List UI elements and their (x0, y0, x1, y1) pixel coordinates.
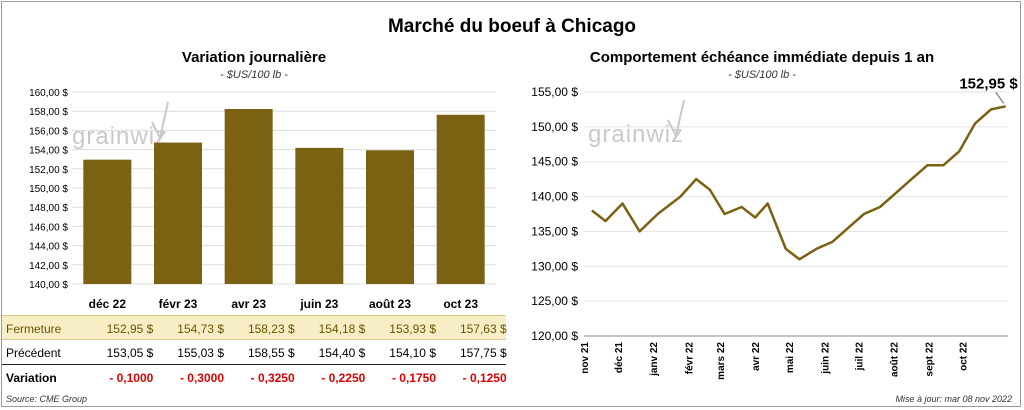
bar-5 (436, 114, 485, 284)
table-row-label: Variation (6, 371, 57, 385)
bar-ytick-label: 158,00 $ (29, 107, 68, 118)
line-ytick-label: 120,00 $ (531, 329, 578, 343)
watermark-check-icon (151, 101, 169, 141)
bar-ytick-label: 152,00 $ (29, 165, 68, 176)
bar-category-label: févr 23 (159, 297, 198, 311)
bar-chart: 140,00 $ 142,00 $ 144,00 $ 146,00 $ 148,00 $… (29, 88, 496, 311)
table-cell: 154,40 $ (318, 346, 366, 360)
table-cell: 157,75 $ (459, 346, 507, 360)
bar-category-label: déc 22 (89, 297, 127, 311)
bar-category-label: juin 23 (299, 297, 338, 311)
bar-ytick-label: 148,00 $ (29, 203, 68, 214)
table-cell: 154,10 $ (389, 346, 436, 360)
line-xtick-label: sept 22 (925, 342, 936, 377)
line-ytick-label: 155,00 $ (531, 85, 578, 99)
line-ytick-label: 125,00 $ (531, 294, 578, 308)
price-line (591, 105, 1006, 261)
watermark-logo: grainwiz (72, 101, 169, 150)
price-table: Fermeture 152,95 $ 154,73 $ 158,23 $ 154,18 … (2, 315, 507, 389)
line-xtick-label: nov 21 (580, 342, 591, 374)
line-xtick-label: juin 22 (820, 342, 831, 375)
table-cell: 153,05 $ (106, 346, 154, 360)
bar-ytick-label: 156,00 $ (29, 126, 68, 137)
watermark-text: grainwiz (588, 121, 684, 148)
table-cell: 152,95 $ (106, 322, 154, 336)
bar-ytick-label: 146,00 $ (29, 222, 68, 233)
table-cell: - 0,1000 (109, 371, 154, 385)
bar-ytick-label: 142,00 $ (29, 261, 68, 272)
table-row-close: Fermeture 152,95 $ 154,73 $ 158,23 $ 154,18 … (2, 315, 507, 340)
bar-chart-unit: - $US/100 lb - (220, 69, 288, 81)
bar-ytick-label: 144,00 $ (29, 242, 68, 253)
line-xtick-label: août 22 (889, 342, 900, 377)
table-cell: 154,18 $ (318, 322, 366, 336)
line-xtick-label: mars 22 (716, 342, 727, 380)
bar-ytick-label: 160,00 $ (29, 88, 68, 99)
table-row-label: Fermeture (6, 322, 62, 336)
line-xtick-label: oct 22 (959, 342, 970, 371)
line-ytick-label: 150,00 $ (531, 120, 578, 134)
table-cell: 155,03 $ (177, 346, 224, 360)
table-cell: 157,63 $ (459, 322, 507, 336)
line-chart-title: Comportement échéance immédiate depuis 1… (589, 49, 935, 66)
bar-1 (154, 142, 202, 284)
table-cell: 153,93 $ (389, 322, 436, 336)
table-cell: - 0,3250 (250, 371, 295, 385)
line-ytick-label: 130,00 $ (531, 259, 578, 273)
bar-2 (224, 108, 273, 284)
bar-category-label: août 23 (369, 297, 411, 311)
line-xtick-label: mai 22 (785, 342, 796, 374)
bar-category-label: oct 23 (443, 297, 478, 311)
bar-ytick-label: 154,00 $ (29, 146, 68, 157)
line-ytick-label: 145,00 $ (531, 155, 578, 169)
source-note: Source: CME Group (6, 394, 88, 404)
main-title: Marché du boeuf à Chicago (387, 16, 637, 37)
line-xtick-label: déc 21 (614, 342, 625, 374)
line-xtick-label: janv 22 (649, 342, 660, 377)
last-value-label: 152,95 $ (959, 75, 1018, 92)
table-cell: - 0,2250 (321, 371, 366, 385)
line-xtick-label: juil 22 (854, 342, 865, 372)
table-cell: - 0,3000 (179, 371, 224, 385)
bar-category-label: avr 23 (231, 297, 266, 311)
line-chart-unit: - $US/100 lb - (728, 69, 796, 81)
watermark-logo: grainwiz (588, 99, 685, 148)
watermark-text: grainwiz (72, 123, 168, 150)
bar-3 (295, 147, 344, 284)
last-value-leader (995, 91, 1005, 104)
table-cell: - 0,1750 (391, 371, 436, 385)
table-cell: - 0,1250 (462, 371, 507, 385)
update-note: Mise à jour: mar 08 nov 2022 (895, 394, 1012, 404)
line-chart: 120,00 $ 125,00 $ 130,00 $ 135,00 $ 140,00 $… (531, 75, 1018, 380)
bar-4 (366, 150, 414, 284)
line-ytick-label: 140,00 $ (531, 190, 578, 204)
table-row-label: Précédent (6, 346, 61, 360)
bar-ytick-label: 140,00 $ (29, 280, 68, 291)
table-row-previous: Précédent 153,05 $ 155,03 $ 158,55 $ 154,40 … (2, 340, 507, 365)
table-cell: 158,55 $ (247, 346, 295, 360)
bar-0 (83, 159, 132, 284)
table-cell: 154,73 $ (177, 322, 224, 336)
table-row-variation: Variation - 0,1000 - 0,3000 - 0,3250 - 0,225… (2, 365, 507, 389)
bar-chart-title: Variation journalière (181, 49, 327, 66)
line-ytick-label: 135,00 $ (531, 224, 578, 238)
line-xtick-label: févr 22 (684, 342, 695, 375)
bar-ytick-label: 150,00 $ (29, 184, 68, 195)
watermark-check-icon (667, 99, 685, 139)
line-xtick-label: avr 22 (751, 342, 762, 371)
table-cell: 158,23 $ (247, 322, 295, 336)
